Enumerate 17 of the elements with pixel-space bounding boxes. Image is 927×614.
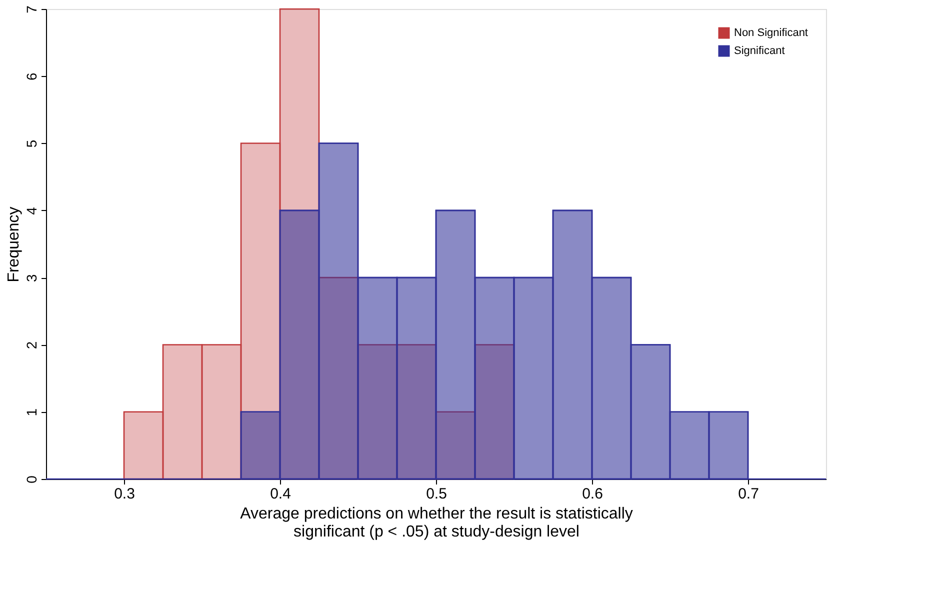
- y-tick-label: 7: [24, 5, 40, 14]
- y-tick-label: 0: [24, 475, 40, 484]
- x-tick-label: 0.4: [270, 486, 291, 502]
- x-tick-label: 0.5: [426, 486, 447, 502]
- y-tick-label: 4: [24, 206, 40, 215]
- legend-label: Significant: [734, 45, 785, 57]
- y-tick-label: 3: [24, 274, 40, 282]
- x-tick-label: 0.6: [582, 486, 603, 502]
- y-tick-label: 6: [24, 72, 40, 81]
- legend-label: Non Significant: [734, 27, 808, 39]
- x-tick-label: 0.3: [114, 486, 135, 502]
- y-tick-label: 1: [24, 408, 40, 416]
- y-tick-label: 2: [24, 341, 40, 350]
- y-tick-label: 5: [24, 140, 40, 148]
- y-axis-title: Frequency: [6, 206, 22, 282]
- x-axis-title: Average predictions on whether the result is statistically significant (p < .05) at study-design level: [240, 506, 633, 540]
- x-tick-label: 0.7: [738, 486, 759, 502]
